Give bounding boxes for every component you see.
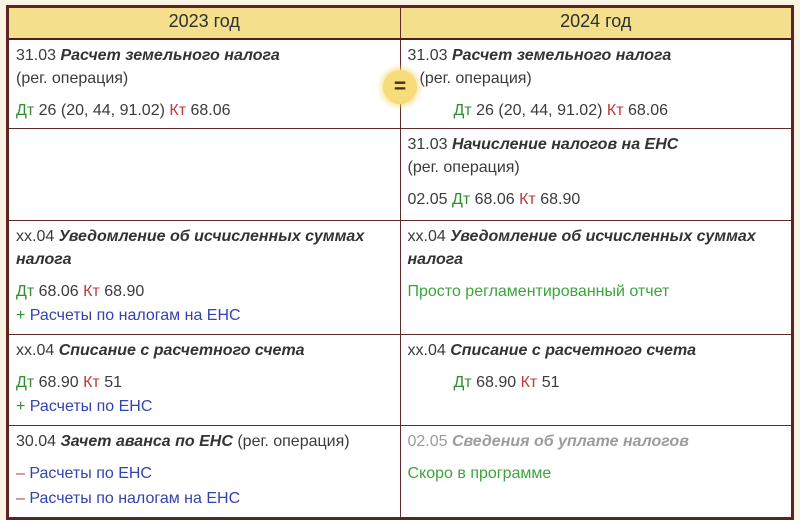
credit-label: Кт [606,102,624,119]
credit-accounts: 51 [99,374,123,391]
column-header-2024: 2024 год [399,6,793,40]
debit-accounts: 68.06 [34,283,84,300]
debit-accounts: 68.90 [471,374,521,391]
operation-title-line: 30.04 Зачет аванса по ЕНС (рег. операция… [16,430,392,453]
register-line: + Расчеты по ЕНС [16,394,392,419]
table-row-bank-write-off: xx.04 Списание с расчетного счета Дт 68.… [7,334,793,426]
credit-label: Кт [83,283,100,300]
credit-accounts: 68.90 [99,283,145,300]
operation-subtitle: (рег. операция) [419,70,532,87]
debit-label: Дт [453,374,472,391]
minus-icon: – [16,490,25,507]
date-label: 31.03 [16,47,61,64]
register-line: – Расчеты по ЕНС [16,461,392,486]
date-label: 02.05 [407,433,452,450]
debit-accounts: 68.90 [34,374,84,391]
date-label: 31.03 [407,136,452,153]
note-line: Скоро в программе [408,462,784,485]
cell-2024-land-tax-calc: 31.03 Расчет земельного налога (рег. опе… [399,38,793,129]
posting-line: Дт 68.90 Кт 51 [16,371,392,394]
credit-label: Кт [520,374,538,391]
cell-2023-tax-notice: xx.04 Уведомление об исчисленных суммах … [7,220,401,335]
operation-title: Начисление налогов на ЕНС [451,136,679,153]
operation-suffix: (рег. операция) [232,433,350,450]
cell-2024-ens-accrual: 31.03 Начисление налогов на ЕНС (рег. оп… [399,128,793,221]
operation-title-line: xx.04 Уведомление об исчисленных суммах … [408,225,784,271]
credit-accounts: 68.90 [535,191,581,208]
operation-subtitle: (рег. операция) [407,159,520,176]
cell-2023-bank-write-off: xx.04 Списание с расчетного счета Дт 68.… [7,334,401,426]
register-name: Расчеты по налогам на ЕНС [24,490,241,507]
posting-date: 02.05 [407,191,452,208]
table-row-advance-offset: 30.04 Зачет аванса по ЕНС (рег. операция… [7,425,793,519]
operation-title: Расчет земельного налога [451,47,672,64]
operation-subtitle: (рег. операция) [16,70,129,87]
debit-label: Дт [16,374,35,391]
operation-title: Списание с расчетного счета [450,342,697,359]
register-name: Расчеты по налогам на ЕНС [25,307,241,324]
posting-line: Дт 26 (20, 44, 91.02) Кт 68.06 [454,99,784,122]
register-line: + Расчеты по налогам на ЕНС [16,303,392,328]
debit-label: Дт [453,102,472,119]
note-line: Просто регламентированный отчет [408,280,784,303]
operation-title: Сведения об уплате налогов [451,433,689,450]
operation-title: Уведомление об исчисленных суммах налога [16,228,365,268]
register-name: Расчеты по ЕНС [24,465,152,482]
posting-line: Дт 26 (20, 44, 91.02) Кт 68.06 [16,99,392,122]
plus-icon: + [16,307,26,324]
debit-label: Дт [16,283,35,300]
operation-title-line: 31.03 Расчет земельного налога [408,44,784,67]
register-line: – Расчеты по налогам на ЕНС [16,486,392,511]
column-header-2023: 2023 год [7,6,401,40]
cell-2024-tax-notice: xx.04 Уведомление об исчисленных суммах … [399,220,793,335]
debit-accounts: 26 (20, 44, 91.02) [471,102,607,119]
register-name: Расчеты по ЕНС [25,398,153,415]
date-label: xx.04 [16,342,59,359]
operation-title: Списание с расчетного счета [58,342,305,359]
cell-2023-empty [7,128,401,221]
debit-accounts: 26 (20, 44, 91.02) [34,102,170,119]
credit-label: Кт [519,191,536,208]
operation-title: Расчет земельного налога [60,47,280,64]
minus-icon: – [16,465,25,482]
operation-title-line: xx.04 Списание с расчетного счета [16,339,392,362]
equals-badge: = [383,70,417,104]
operation-title-line: 31.03 Начисление налогов на ЕНС [408,133,784,156]
date-label: 31.03 [407,47,452,64]
date-label: xx.04 [16,228,59,245]
note-text: Просто регламентированный отчет [407,283,670,300]
credit-accounts: 68.06 [623,102,669,119]
credit-accounts: 51 [537,374,560,391]
cell-2023-advance-offset: 30.04 Зачет аванса по ЕНС (рег. операция… [7,425,401,519]
header-row: 2023 год 2024 год [7,6,793,40]
operation-title-line: 31.03 Расчет земельного налога [16,44,392,67]
debit-label: Дт [451,191,471,208]
cell-2024-payment-info: 02.05 Сведения об уплате налогов Скоро в… [399,425,793,519]
posting-line: 02.05 Дт 68.06 Кт 68.90 [408,188,784,211]
cell-2024-bank-write-off: xx.04 Списание с расчетного счета Дт 68.… [399,334,793,426]
operation-title-line: xx.04 Списание с расчетного счета [408,339,784,362]
debit-label: Дт [16,102,35,119]
debit-accounts: 68.06 [470,191,520,208]
date-label: xx.04 [407,228,451,245]
cell-2023-land-tax-calc: 31.03 Расчет земельного налога (рег. опе… [7,38,401,129]
posting-line: Дт 68.06 Кт 68.90 [16,280,392,303]
table-row-tax-notice: xx.04 Уведомление об исчисленных суммах … [7,220,793,335]
plus-icon: + [16,398,26,415]
credit-accounts: 68.06 [186,102,231,119]
comparison-table-wrapper: = 2023 год 2024 год 31.03 Расчет земельн… [6,5,794,520]
credit-label: Кт [83,374,100,391]
operation-title-line: 02.05 Сведения об уплате налогов [408,430,784,453]
date-label: 30.04 [16,433,61,450]
note-text: Скоро в программе [407,465,552,482]
credit-label: Кт [169,102,187,119]
table-row-ens-accrual: 31.03 Начисление налогов на ЕНС (рег. оп… [7,128,793,221]
operation-title: Зачет аванса по ЕНС [60,433,233,450]
posting-line: Дт 68.90 Кт 51 [454,371,784,394]
date-label: xx.04 [407,342,451,359]
equals-icon: = [393,75,407,98]
operation-title: Уведомление об исчисленных суммах налога [407,228,756,268]
operation-title-line: xx.04 Уведомление об исчисленных суммах … [16,225,392,271]
